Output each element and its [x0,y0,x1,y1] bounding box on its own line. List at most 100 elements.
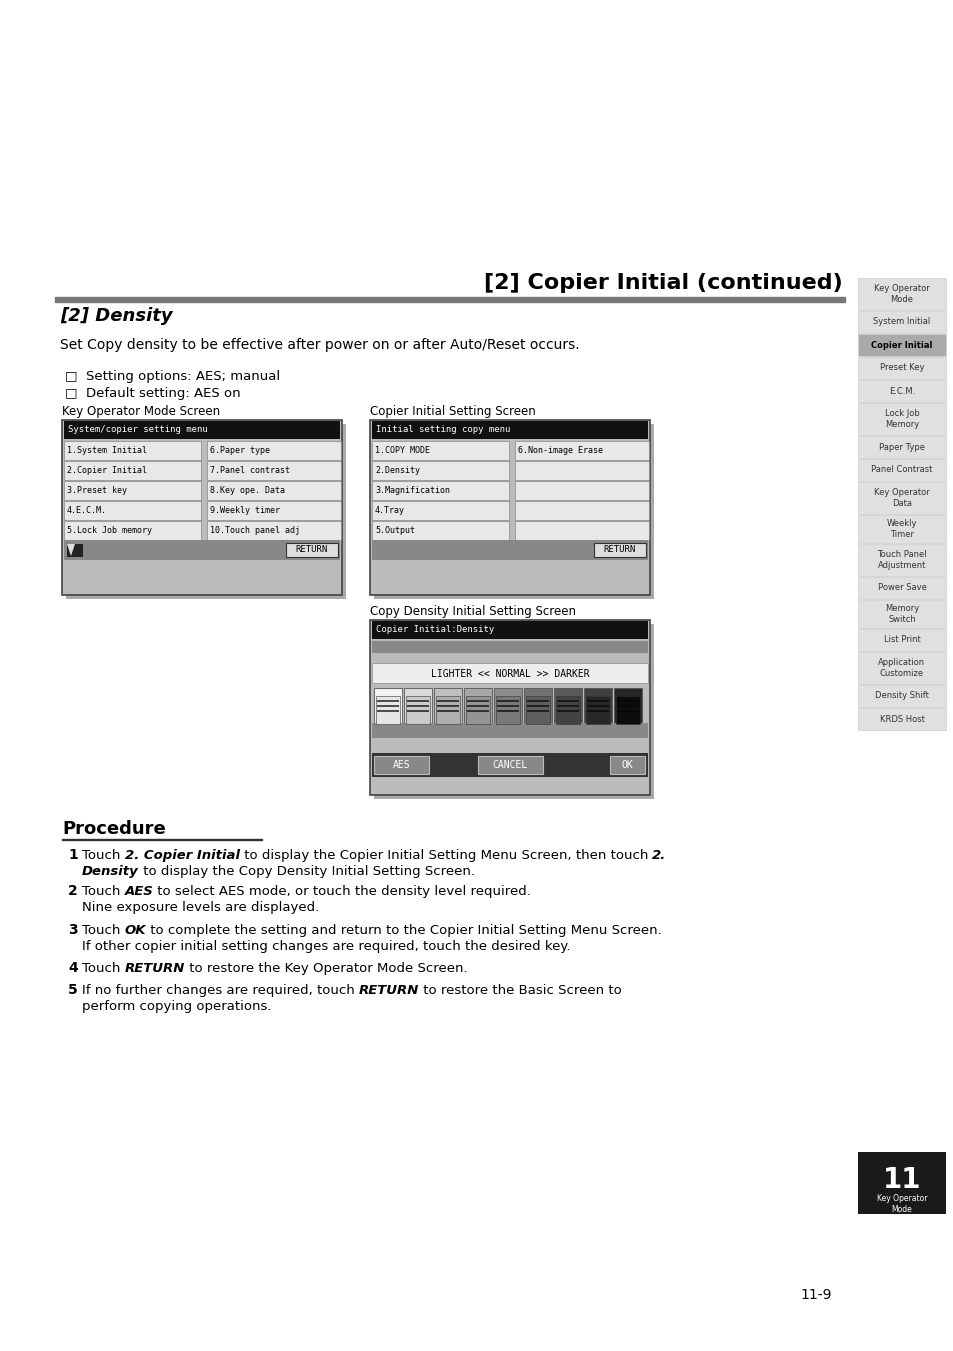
Bar [609,757,644,774]
Bar [617,705,639,707]
Text: Density Shift: Density Shift [874,692,928,701]
Text: Key Operator
Mode: Key Operator Mode [873,284,929,304]
Text: Application
Customize: Application Customize [878,658,924,678]
Bar [66,424,346,598]
Bar [64,481,201,500]
Bar [403,688,432,728]
Text: 6.Non-image Erase: 6.Non-image Erase [517,446,602,455]
Text: OK: OK [125,924,146,938]
Polygon shape [67,544,75,557]
Text: System Initial: System Initial [872,317,929,327]
Bar [525,696,550,724]
Bar [497,711,518,712]
Bar [526,700,548,701]
Bar [594,543,645,557]
Text: RETURN: RETURN [603,546,636,554]
Text: 5.Lock Job memory: 5.Lock Job memory [67,526,152,535]
Bar [376,711,398,712]
Text: 11: 11 [882,1166,921,1194]
Text: perform copying operations.: perform copying operations. [82,1000,272,1013]
Text: 9.Weekly timer: 9.Weekly timer [210,507,280,515]
Bar [55,297,844,303]
Bar [436,711,458,712]
Bar [857,459,945,481]
Text: RETURN: RETURN [295,546,328,554]
Bar [370,620,649,794]
Bar [372,521,509,540]
Bar [857,334,945,357]
Text: 2.: 2. [652,848,666,862]
Bar [372,481,509,500]
Bar [372,461,509,480]
Text: AES: AES [393,761,410,770]
Text: RETURN: RETURN [125,962,185,975]
Text: Key Operator
Data: Key Operator Data [873,488,929,508]
Bar [857,357,945,380]
Bar [64,521,201,540]
Bar [616,696,639,724]
Bar [436,700,458,701]
Text: RETURN: RETURN [358,984,419,997]
Text: 7.Panel contrast: 7.Panel contrast [210,466,290,476]
Text: Copier Initial Setting Screen: Copier Initial Setting Screen [370,405,536,417]
Bar [64,422,339,439]
Text: 2.Copier Initial: 2.Copier Initial [67,466,147,476]
Text: Copier Initial: Copier Initial [870,340,932,350]
Text: OK: OK [621,761,633,770]
Text: 10.Touch panel adj: 10.Touch panel adj [210,526,299,535]
Text: System/copier setting menu: System/copier setting menu [68,426,208,435]
Text: Weekly
Timer: Weekly Timer [886,519,916,539]
Bar [554,688,581,728]
Text: 5.Output: 5.Output [375,526,415,535]
Bar [67,544,83,557]
Bar [64,540,339,561]
Text: Panel Contrast: Panel Contrast [870,466,932,474]
Text: 1.COPY MODE: 1.COPY MODE [375,446,430,455]
Text: Touch: Touch [82,962,125,975]
Text: Power Save: Power Save [877,584,925,593]
Text: Copier Initial:Density: Copier Initial:Density [375,626,494,635]
Bar [857,515,945,543]
Text: Key Operator
Mode: Key Operator Mode [876,1194,926,1213]
Bar [857,708,945,730]
Text: Key Operator Mode Screen: Key Operator Mode Screen [62,405,220,417]
Bar [857,577,945,598]
Text: LIGHTER << NORMAL >> DARKER: LIGHTER << NORMAL >> DARKER [430,669,589,680]
Bar [586,711,608,712]
Text: □  Default setting: AES on: □ Default setting: AES on [65,386,240,400]
Bar [376,700,398,701]
Text: 5: 5 [68,984,77,997]
Bar [857,685,945,707]
Bar [526,711,548,712]
Bar [286,543,337,557]
Bar [376,705,398,707]
Bar [857,1152,945,1215]
Text: Set Copy density to be effective after power on or after Auto/Reset occurs.: Set Copy density to be effective after p… [60,338,579,353]
Text: 6.Paper type: 6.Paper type [210,446,270,455]
Bar [207,501,340,520]
Bar [467,705,489,707]
Bar [436,705,458,707]
Text: 2: 2 [68,884,77,898]
Bar [614,688,641,728]
Bar [372,723,647,738]
Text: to restore the Key Operator Mode Screen.: to restore the Key Operator Mode Screen. [185,962,467,975]
Text: to display the Copier Initial Setting Menu Screen, then touch: to display the Copier Initial Setting Me… [239,848,652,862]
Bar [407,705,429,707]
Bar [372,640,647,653]
Bar [494,688,521,728]
Bar [557,700,578,701]
Bar [477,757,542,774]
Bar [64,440,201,459]
Text: CANCEL: CANCEL [493,761,528,770]
Bar [586,705,608,707]
Text: Touch: Touch [82,848,125,862]
Text: Lock Job
Memory: Lock Job Memory [883,409,919,428]
Bar [857,630,945,651]
Text: □  Setting options: AES; manual: □ Setting options: AES; manual [65,370,280,382]
Text: to restore the Basic Screen to: to restore the Basic Screen to [419,984,621,997]
Bar [557,705,578,707]
Text: Density: Density [82,865,138,878]
Text: Preset Key: Preset Key [879,363,923,373]
Bar [556,696,579,724]
